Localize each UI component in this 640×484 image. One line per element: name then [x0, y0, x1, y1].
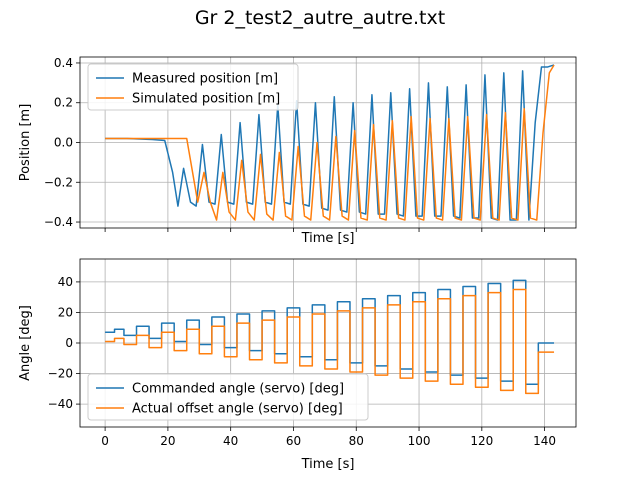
legend-label: Commanded angle (servo) [deg] — [132, 382, 344, 397]
legend-label: Measured position [m] — [132, 72, 278, 87]
y-tick-label: −20 — [48, 367, 73, 381]
legend: Measured position [m] Simulated position … — [87, 63, 299, 111]
x-tick-label: 80 — [349, 434, 364, 448]
y-tick-label: 0.2 — [54, 96, 73, 110]
series-line-2 — [105, 64, 555, 221]
x-tick-label: 20 — [160, 434, 175, 448]
x-tick-label: 0 — [101, 434, 109, 448]
x-tick-label: 40 — [223, 434, 238, 448]
x-tick-label: 100 — [408, 434, 431, 448]
series-line-1 — [105, 64, 555, 221]
x-tick-label: 120 — [470, 434, 493, 448]
position-plot: −0.4 −0.2 0.0 0.2 0.4 Time [s] Position [m] Mea… — [18, 56, 577, 246]
y-axis-label: Position [m] — [18, 104, 33, 182]
legend-box — [87, 63, 299, 111]
y-tick-label: 0.0 — [54, 136, 73, 150]
x-tick-label: 60 — [286, 434, 301, 448]
x-tick-label: 140 — [533, 434, 556, 448]
legend-box — [87, 373, 369, 421]
angle-plot: 0 20 40 60 80 100 120 140 −40 −20 0 20 40 Time [s] Ang… — [18, 258, 577, 472]
legend-label: Simulated position [m] — [132, 92, 280, 107]
y-tick-label: 40 — [58, 275, 73, 289]
figure-title: Gr 2_test2_autre_autre.txt — [195, 7, 445, 29]
y-tick-label: 0.4 — [54, 56, 73, 70]
y-tick-label: 20 — [58, 305, 73, 319]
legend: Commanded angle (servo) [deg] Actual offs… — [87, 373, 369, 421]
y-tick-label: −0.2 — [44, 175, 73, 189]
series-line-2 — [105, 288, 555, 395]
x-axis-label: Time [s] — [301, 457, 355, 472]
y-tick-label: −0.4 — [44, 215, 73, 229]
y-tick-label: −40 — [48, 397, 73, 411]
legend-label: Actual offset angle (servo) [deg] — [132, 402, 343, 417]
x-axis-label: Time [s] — [301, 231, 355, 246]
y-axis-label: Angle [deg] — [18, 305, 33, 381]
y-tick-label: 0 — [65, 336, 73, 350]
